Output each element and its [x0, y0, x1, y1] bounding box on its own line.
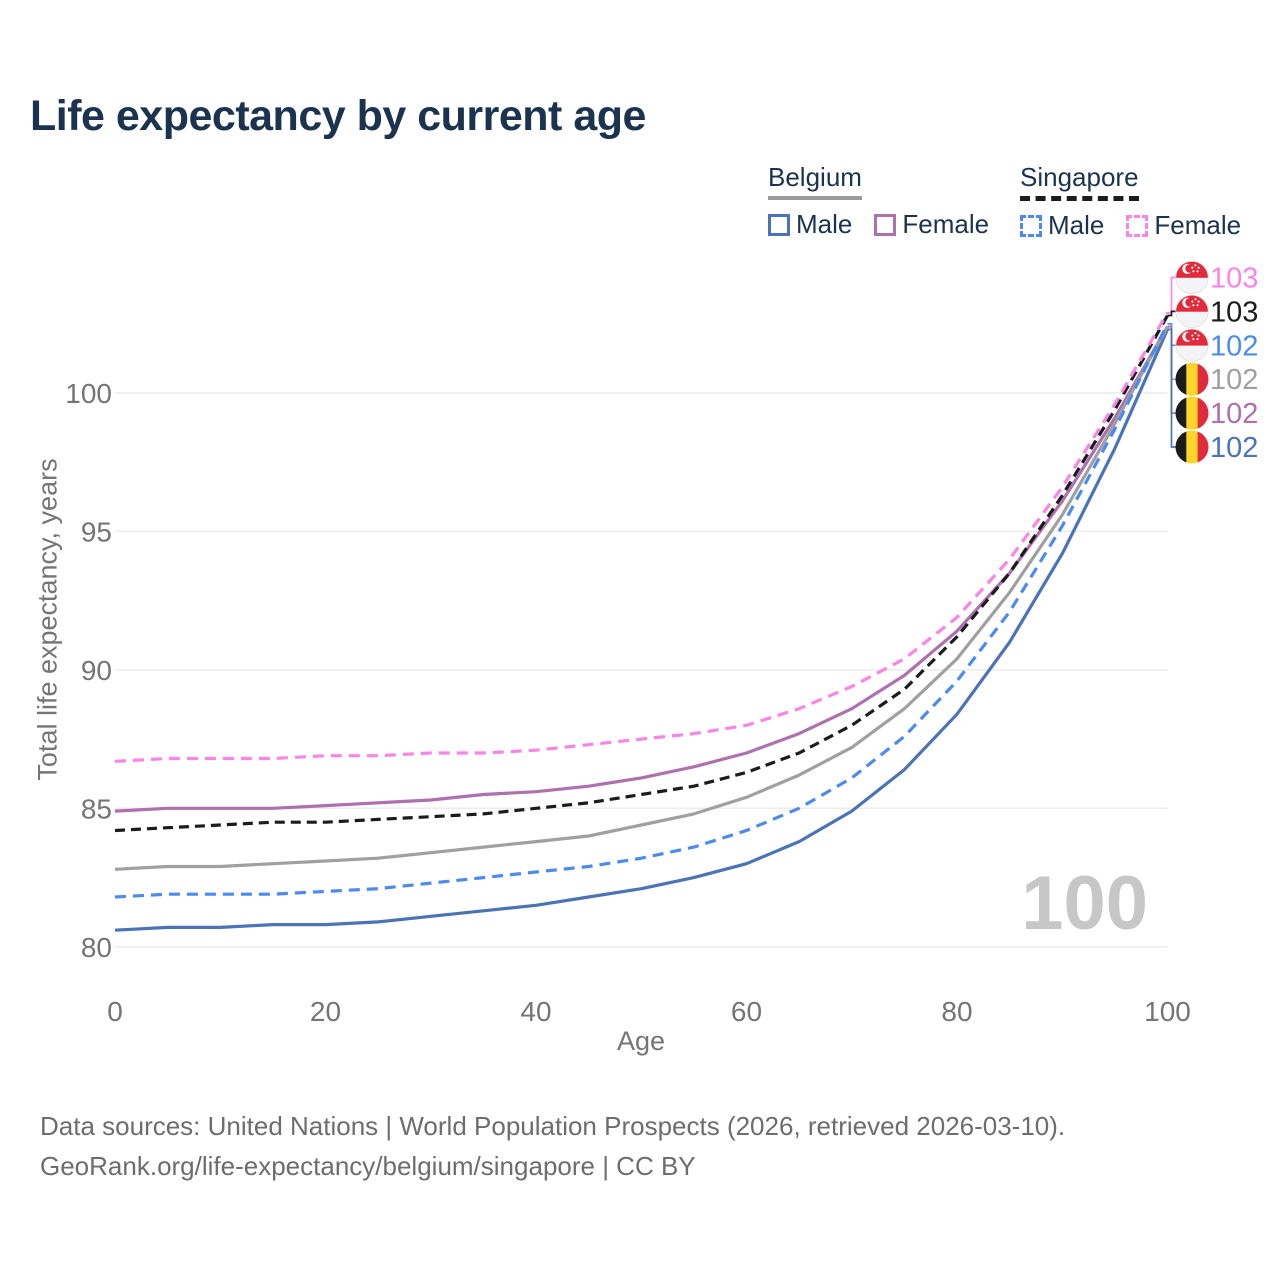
page-title: Life expectancy by current age [30, 92, 646, 140]
series-line-belgium-female [114, 325, 1169, 813]
y-tick-label: 100 [65, 378, 112, 409]
y-axis-title: Total life expectancy, years [32, 458, 63, 781]
series-line-singapore-male [114, 323, 1169, 899]
footer: Data sources: United Nations | World Pop… [40, 1106, 1065, 1186]
legend-label: Male [1048, 210, 1105, 240]
leader-line [1167, 325, 1176, 414]
singapore-male-swatch-icon [1020, 214, 1042, 237]
legend-group-belgium: Belgium Male Female [768, 162, 989, 240]
end-value-label: 102 [1210, 398, 1258, 430]
legend-header-singapore: Singapore [1020, 162, 1139, 201]
belgium-female-swatch-icon [874, 213, 897, 236]
legend-item-singapore-female[interactable]: Female [1126, 210, 1241, 241]
legend-item-belgium-male[interactable]: Male [768, 209, 852, 240]
singapore-flag-icon [1175, 328, 1209, 362]
legend-group-singapore: Singapore Male Female [1020, 162, 1241, 241]
x-tick-label: 60 [731, 996, 762, 1027]
leader-line [1167, 325, 1176, 381]
end-value-label: 102 [1210, 330, 1258, 362]
series-line-belgium-male [114, 328, 1169, 932]
series-line-singapore-female [114, 311, 1169, 763]
x-axis-title: Age [616, 1026, 666, 1056]
end-value-label: 102 [1210, 364, 1258, 396]
legend-item-belgium-female[interactable]: Female [874, 209, 989, 240]
belgium-flag-icon [1175, 430, 1209, 464]
footer-attribution-line: GeoRank.org/life-expectancy/belgium/sing… [40, 1151, 696, 1181]
legend-header-belgium: Belgium [768, 162, 862, 200]
legend-label: Female [902, 209, 990, 239]
series-line-singapore-total [114, 314, 1169, 833]
leader-line [1167, 276, 1176, 314]
x-tick-label: 20 [310, 996, 341, 1027]
leader-line [1167, 322, 1176, 347]
y-tick-label: 85 [81, 793, 112, 824]
x-tick-label: 40 [520, 996, 551, 1027]
footer-sources-line: Data sources: United Nations | World Pop… [40, 1111, 1066, 1141]
age-watermark: 100 [1021, 861, 1148, 946]
end-value-label: 103 [1210, 263, 1258, 295]
singapore-flag-icon [1175, 294, 1209, 328]
belgium-flag-icon [1175, 396, 1209, 430]
legend-item-singapore-male[interactable]: Male [1020, 210, 1104, 241]
end-value-label: 103 [1210, 296, 1258, 328]
y-tick-label: 90 [81, 655, 112, 686]
x-tick-label: 0 [107, 996, 123, 1027]
y-tick-label: 95 [81, 516, 112, 547]
x-tick-label: 80 [941, 996, 972, 1027]
legend-label: Female [1154, 210, 1242, 240]
leader-line [1167, 310, 1176, 317]
belgium-flag-icon [1175, 362, 1209, 396]
series-line-belgium-total [114, 325, 1169, 871]
singapore-female-swatch-icon [1126, 214, 1149, 237]
end-value-label: 102 [1210, 432, 1258, 464]
y-tick-label: 80 [81, 932, 112, 963]
belgium-male-swatch-icon [768, 213, 790, 236]
x-tick-label: 100 [1144, 996, 1191, 1027]
legend-label: Male [796, 209, 853, 239]
singapore-flag-icon [1175, 261, 1209, 295]
leader-line [1167, 328, 1176, 448]
